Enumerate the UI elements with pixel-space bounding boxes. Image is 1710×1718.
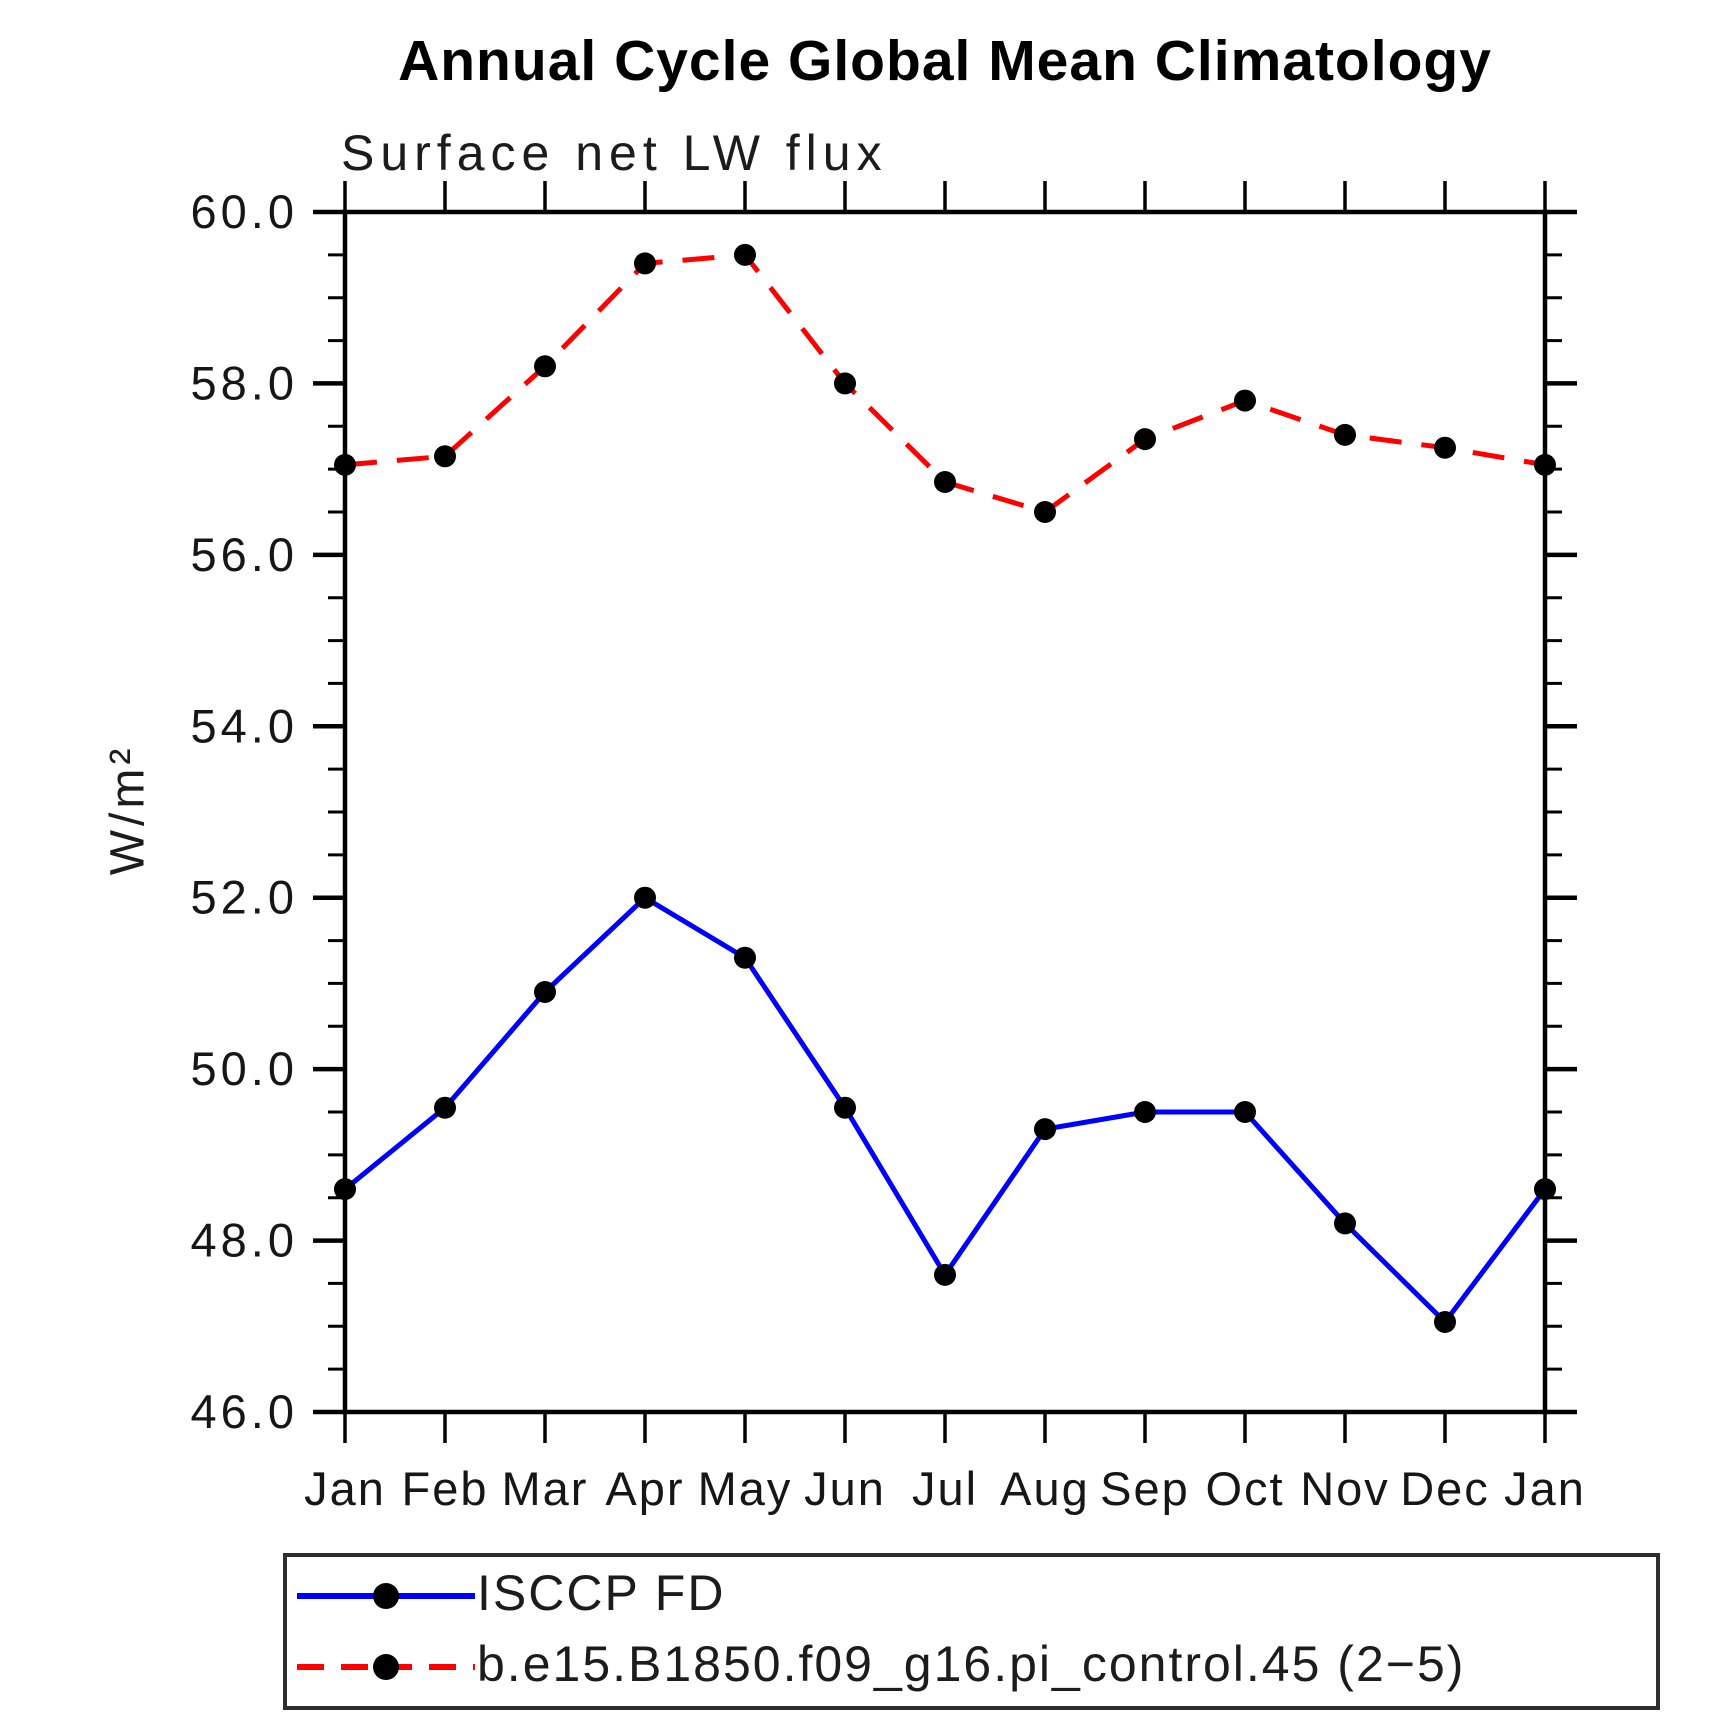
data-point-marker (1034, 1118, 1056, 1141)
data-point-marker (734, 243, 756, 266)
data-point-marker (1334, 423, 1356, 446)
data-point-marker (834, 372, 856, 395)
data-point-marker (834, 1096, 856, 1119)
data-point-marker (1434, 1311, 1456, 1333)
series-line-0 (343, 894, 1547, 1326)
legend-box: ISCCP FD b.e15.B1850.f09_g16.pi_control.… (283, 1553, 1660, 1710)
x-tick-label: Mar (502, 1462, 589, 1515)
data-point-marker (734, 946, 756, 969)
legend-label: ISCCP FD (477, 1564, 726, 1621)
data-point-marker (1134, 1101, 1156, 1123)
y-tick-label: 46.0 (191, 1385, 298, 1438)
x-tick-label: May (698, 1462, 793, 1515)
data-point-marker (1234, 389, 1256, 412)
data-point-marker (1434, 436, 1456, 459)
data-point-marker (1334, 1212, 1356, 1235)
data-point-marker (634, 886, 656, 909)
data-point-marker (434, 1096, 456, 1119)
x-tick-label: Jan (1504, 1462, 1586, 1515)
legend-entry-model-control: b.e15.B1850.f09_g16.pi_control.45 (2−5) (297, 1634, 1656, 1700)
data-point-marker (1034, 501, 1056, 523)
legend-sample-dashed-line (297, 1654, 475, 1681)
x-tick-label: Jul (912, 1462, 978, 1515)
data-point-marker (334, 453, 356, 476)
legend-marker-icon (373, 1582, 399, 1609)
chart-title: Annual Cycle Global Mean Climatology (398, 29, 1492, 93)
data-point-marker (534, 355, 556, 378)
x-tick-label: Feb (402, 1462, 489, 1515)
x-tick-label: Apr (605, 1462, 684, 1515)
x-tick-label: Aug (1000, 1462, 1090, 1515)
y-tick-label: 48.0 (191, 1214, 298, 1267)
data-point-marker (1534, 1178, 1556, 1201)
x-tick-label: Oct (1205, 1462, 1284, 1515)
data-point-marker (1134, 428, 1156, 451)
data-point-marker (534, 981, 556, 1003)
x-tick-label: Nov (1300, 1462, 1390, 1515)
x-tick-label: Sep (1100, 1462, 1190, 1515)
y-tick-label: 50.0 (191, 1042, 298, 1095)
y-tick-label: 58.0 (191, 356, 298, 409)
data-point-marker (1534, 453, 1556, 476)
y-tick-label: 60.0 (191, 185, 298, 238)
data-point-marker (934, 1263, 956, 1286)
legend-entry-isccp-fd: ISCCP FD (297, 1563, 1656, 1629)
data-point-marker (634, 252, 656, 275)
x-tick-label: Jun (804, 1462, 886, 1515)
chart-subtitle: Surface net LW flux (341, 125, 888, 181)
y-tick-label: 52.0 (191, 871, 298, 924)
y-tick-label: 54.0 (191, 699, 298, 752)
y-tick-label: 56.0 (191, 528, 298, 581)
x-tick-label: Jan (304, 1462, 386, 1515)
data-point-marker (934, 471, 956, 493)
plot-frame (342, 209, 1548, 1415)
data-point-marker (1234, 1101, 1256, 1123)
legend-label: b.e15.B1850.f09_g16.pi_control.45 (2−5) (477, 1636, 1466, 1693)
x-tick-label: Dec (1400, 1462, 1490, 1515)
data-point-marker (434, 445, 456, 468)
legend-marker-icon (373, 1654, 399, 1681)
data-point-marker (334, 1178, 356, 1201)
legend-sample-solid-line (297, 1582, 475, 1609)
